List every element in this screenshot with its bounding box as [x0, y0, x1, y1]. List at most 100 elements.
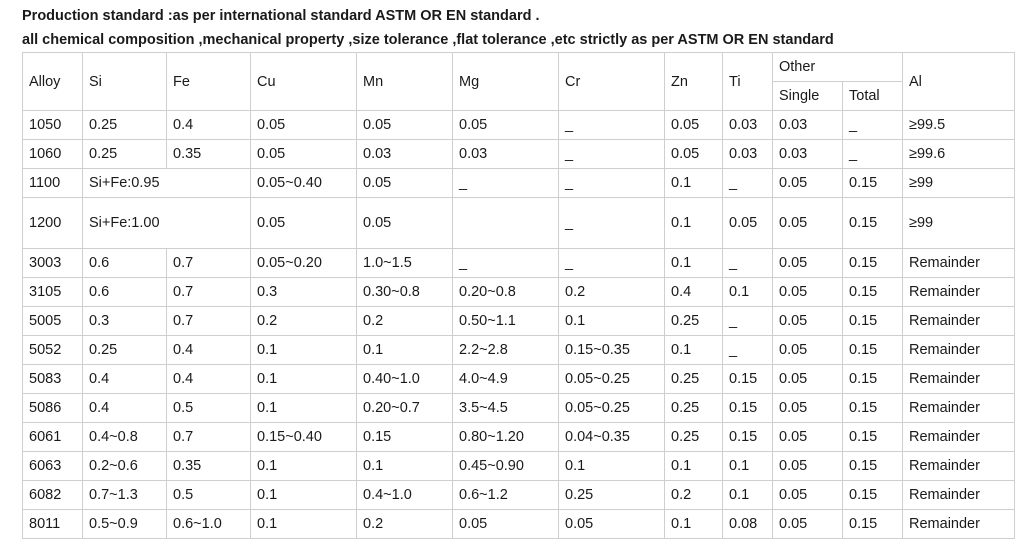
cell-zn: 0.1 — [664, 197, 723, 249]
cell-cu: 0.3 — [250, 277, 357, 307]
cell-zn: 0.1 — [664, 168, 723, 198]
cell-single: 0.05 — [772, 306, 843, 336]
cell-cr: 0.04~0.35 — [558, 422, 665, 452]
table-row: 1100 Si+Fe:0.95 0.05~0.40 0.05 _ _ 0.1 _ 0.05 0.1… — [22, 168, 1016, 198]
cell-mg: 4.0~4.9 — [452, 364, 559, 394]
cell-al: ≥99.6 — [902, 139, 1016, 169]
cell-mn: 0.20~0.7 — [356, 393, 453, 423]
intro-line-1: Production standard :as per internationa… — [22, 8, 540, 24]
cell-mg: 0.6~1.2 — [452, 480, 559, 510]
cell-alloy: 1200 — [22, 197, 83, 249]
cell-fe: 0.5 — [166, 393, 251, 423]
cell-al: Remainder — [902, 277, 1016, 307]
header-mg: Mg — [452, 52, 559, 111]
cell-zn: 0.4 — [664, 277, 723, 307]
cell-total: _ — [841, 110, 904, 140]
cell-cu: 0.05~0.20 — [250, 248, 357, 278]
cell-total: 0.15 — [841, 306, 904, 336]
cell-fe: 0.7 — [166, 422, 251, 452]
cell-al: Remainder — [902, 393, 1016, 423]
cell-single: 0.05 — [772, 197, 843, 249]
cell-mn: 0.15 — [356, 422, 453, 452]
cell-si: 0.4~0.8 — [82, 422, 167, 452]
cell-zn: 0.1 — [664, 509, 723, 539]
cell-al: Remainder — [902, 248, 1016, 278]
cell-cu: 0.2 — [250, 306, 357, 336]
cell-ti: 0.15 — [722, 364, 773, 394]
table-body: Alloy Si Fe Cu Mn Mg Cr Zn Ti Other Al S… — [22, 52, 1016, 539]
cell-single: 0.05 — [772, 451, 843, 481]
cell-ti: 0.1 — [722, 480, 773, 510]
cell-mn: 0.4~1.0 — [356, 480, 453, 510]
cell-single: 0.03 — [772, 110, 843, 140]
table-row: 3003 0.6 0.7 0.05~0.20 1.0~1.5 _ _ 0.1 _ 0.05 0.15… — [22, 248, 1016, 278]
cell-alloy: 5005 — [22, 306, 83, 336]
cell-mg: 2.2~2.8 — [452, 335, 559, 365]
header-cr: Cr — [558, 52, 665, 111]
cell-alloy: 3003 — [22, 248, 83, 278]
cell-mn: 0.1 — [356, 451, 453, 481]
cell-si: 0.6 — [82, 248, 167, 278]
header-mn: Mn — [356, 52, 453, 111]
cell-mn: 1.0~1.5 — [356, 248, 453, 278]
cell-al: Remainder — [902, 451, 1016, 481]
cell-mg — [452, 197, 559, 249]
cell-fe: 0.35 — [166, 139, 251, 169]
cell-total: 0.15 — [841, 335, 904, 365]
cell-cu: 0.1 — [250, 480, 357, 510]
table-row: 5083 0.4 0.4 0.1 0.40~1.0 4.0~4.9 0.05~0.25 0.2… — [22, 364, 1016, 394]
table-row: 5005 0.3 0.7 0.2 0.2 0.50~1.1 0.1 0.25 _ 0.05 0.15… — [22, 306, 1016, 336]
header-si: Si — [82, 52, 167, 111]
cell-mn: 0.05 — [356, 197, 453, 249]
cell-cu: 0.1 — [250, 451, 357, 481]
table-row: 5086 0.4 0.5 0.1 0.20~0.7 3.5~4.5 0.05~0.25 0.2… — [22, 393, 1016, 423]
cell-alloy: 6082 — [22, 480, 83, 510]
cell-total: 0.15 — [841, 509, 904, 539]
cell-mg: 0.05 — [452, 509, 559, 539]
cell-al: Remainder — [902, 480, 1016, 510]
cell-si: 0.25 — [82, 335, 167, 365]
cell-alloy: 1050 — [22, 110, 83, 140]
cell-cr: 0.25 — [558, 480, 665, 510]
cell-mg: 0.45~0.90 — [452, 451, 559, 481]
cell-mg: 0.80~1.20 — [452, 422, 559, 452]
header-single: Single — [772, 81, 843, 111]
cell-cu: 0.15~0.40 — [250, 422, 357, 452]
cell-ti: _ — [722, 306, 773, 336]
cell-alloy: 6063 — [22, 451, 83, 481]
cell-si: 0.25 — [82, 139, 167, 169]
cell-total: 0.15 — [841, 197, 904, 249]
cell-cr: 0.1 — [558, 451, 665, 481]
cell-cr: 0.2 — [558, 277, 665, 307]
cell-total: 0.15 — [841, 277, 904, 307]
cell-single: 0.03 — [772, 139, 843, 169]
cell-ti: 0.03 — [722, 110, 773, 140]
cell-cu: 0.1 — [250, 364, 357, 394]
cell-cr: 0.05~0.25 — [558, 393, 665, 423]
cell-si: Si+Fe:0.95 — [82, 168, 251, 198]
header-zn: Zn — [664, 52, 723, 111]
cell-cr: 0.15~0.35 — [558, 335, 665, 365]
table-row: 1050 0.25 0.4 0.05 0.05 0.05 _ 0.05 0.03 0.03 _ ≥99… — [22, 110, 1016, 140]
cell-mg: 0.20~0.8 — [452, 277, 559, 307]
cell-ti: 0.15 — [722, 422, 773, 452]
cell-mn: 0.30~0.8 — [356, 277, 453, 307]
cell-mg: 0.50~1.1 — [452, 306, 559, 336]
cell-mg: _ — [452, 168, 559, 198]
cell-alloy: 1100 — [22, 168, 83, 198]
cell-ti: 0.1 — [722, 277, 773, 307]
cell-alloy: 6061 — [22, 422, 83, 452]
table-row: 5052 0.25 0.4 0.1 0.1 2.2~2.8 0.15~0.35 0.1 _ 0.0… — [22, 335, 1016, 365]
cell-zn: 0.05 — [664, 110, 723, 140]
cell-mn: 0.1 — [356, 335, 453, 365]
cell-zn: 0.25 — [664, 422, 723, 452]
cell-al: Remainder — [902, 509, 1016, 539]
table-row: 3105 0.6 0.7 0.3 0.30~0.8 0.20~0.8 0.2 0.4 0.1 0.… — [22, 277, 1016, 307]
cell-single: 0.05 — [772, 364, 843, 394]
cell-zn: 0.25 — [664, 364, 723, 394]
cell-single: 0.05 — [772, 248, 843, 278]
cell-total: _ — [841, 139, 904, 169]
cell-total: 0.15 — [841, 248, 904, 278]
cell-ti: 0.03 — [722, 139, 773, 169]
header-fe: Fe — [166, 52, 251, 111]
